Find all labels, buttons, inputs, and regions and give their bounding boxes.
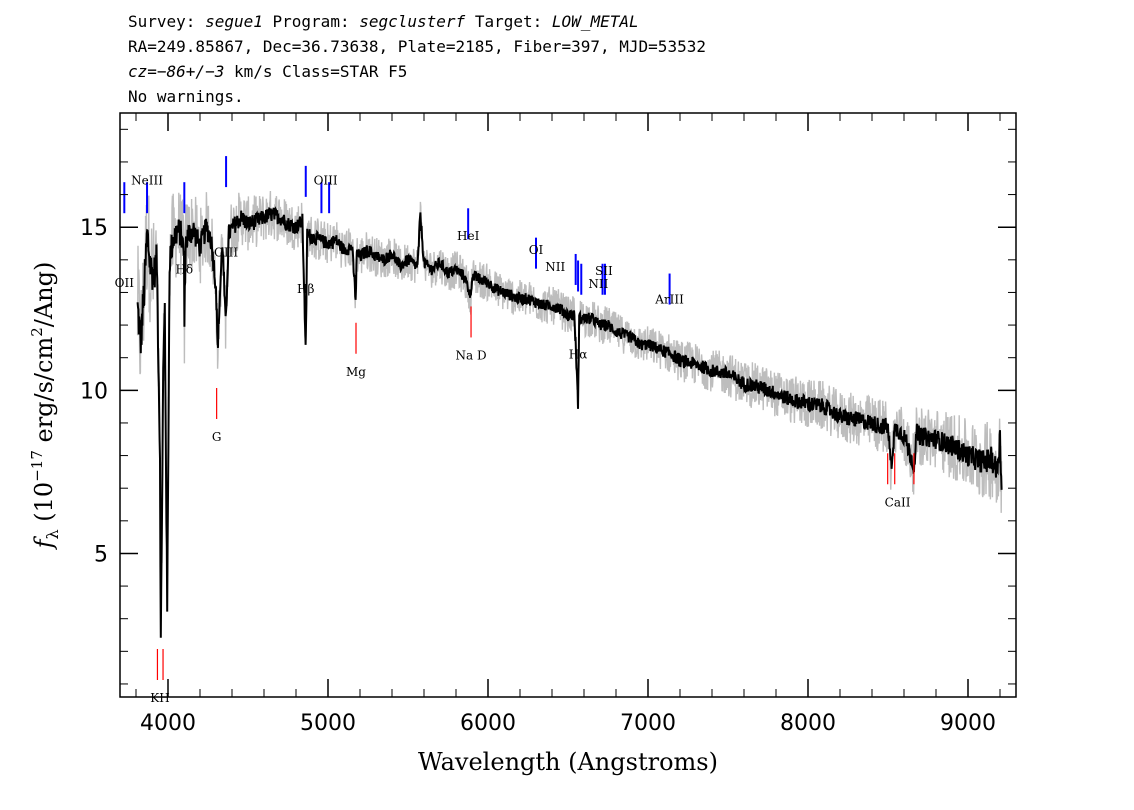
target-label: Target: [474, 12, 543, 31]
redshift-value: cz=−86+/−3 [128, 62, 225, 81]
line-label-12: ArIII [654, 292, 684, 306]
y-label-scale: (10 [30, 482, 58, 530]
line-label-7: OI [529, 243, 544, 257]
line-label-13: KH [150, 691, 169, 705]
program-label: Program: [272, 12, 350, 31]
header-line-2: RA=249.85867, Dec=36.73638, Plate=2185, … [128, 37, 706, 56]
header-line-3: cz=−86+/−3 km/s Class=STAR F5 [128, 62, 407, 81]
y-tick-label: 15 [80, 216, 108, 241]
line-label-11: SII [595, 264, 613, 278]
target-value: LOW_METAL [551, 12, 639, 31]
x-tick-label: 7000 [620, 711, 676, 736]
line-label-15: Mg [346, 365, 366, 379]
x-tick-label: 8000 [780, 711, 836, 736]
y-label-per-ang: /Ang) [30, 262, 58, 328]
flux-error-envelope [136, 190, 1003, 610]
line-label-10: NII [588, 277, 608, 291]
line-label-5: OIII [314, 174, 338, 188]
survey-label: Survey: [128, 12, 196, 31]
x-tick-label: 5000 [300, 711, 356, 736]
y-tick-label: 10 [80, 379, 108, 404]
y-label-units: erg/s/cm [30, 337, 58, 451]
y-label-exponent: −17 [28, 450, 46, 482]
line-label-3: OIII [214, 245, 238, 259]
line-label-14: G [212, 430, 222, 444]
plot-frame [119, 112, 1017, 698]
y-label-squared: 2 [28, 327, 46, 337]
header-line-4: No warnings. [128, 87, 244, 106]
x-tick-label: 6000 [460, 711, 516, 736]
flux-spectrum-line [136, 206, 1003, 638]
line-label-9: Hα [569, 347, 588, 361]
line-label-16: Na D [455, 348, 486, 362]
line-label-4: Hβ [297, 282, 314, 296]
x-tick-label: 4000 [140, 711, 196, 736]
x-axis-label: Wavelength (Angstroms) [418, 748, 718, 776]
y-label-lambda: λ [43, 529, 62, 539]
class-text: km/s Class=STAR F5 [224, 62, 408, 81]
line-label-0: OII [115, 276, 135, 290]
line-label-17: CaII [885, 495, 911, 509]
program-value: segclusterf [359, 12, 466, 31]
line-label-2: Hδ [175, 262, 193, 276]
header-line-1: Survey: segue1 Program: segclusterf Targ… [128, 12, 639, 31]
line-label-1: NeIII [131, 174, 163, 188]
line-label-8: NII [545, 260, 565, 274]
x-tick-label: 9000 [940, 711, 996, 736]
survey-value: segue1 [205, 12, 263, 31]
y-tick-label: 5 [94, 542, 108, 567]
y-axis-label: fλ (10−17 erg/s/cm2/Ang) [28, 262, 62, 551]
line-label-6: HeI [457, 229, 480, 243]
